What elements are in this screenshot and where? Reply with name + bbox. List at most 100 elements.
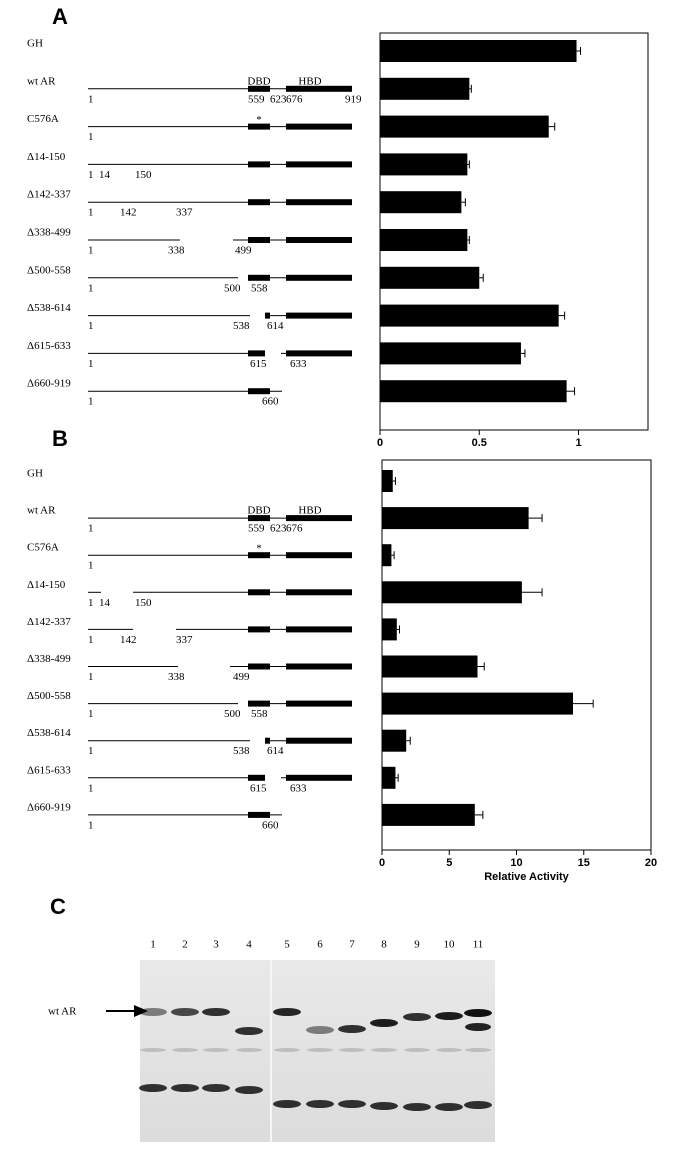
x-tick-label: 0: [377, 437, 383, 449]
residue-label: 14: [99, 597, 111, 609]
gel-band: [465, 1023, 491, 1031]
construct-label: Δ660-919: [27, 378, 71, 390]
construct-label: wt AR: [27, 75, 56, 87]
residue-label: 623: [270, 523, 287, 535]
residue-label: 660: [262, 819, 279, 831]
lane-label: 2: [182, 939, 188, 951]
bar: [380, 115, 549, 138]
construct-label: Δ14-150: [27, 151, 66, 163]
residue-label: 660: [262, 396, 279, 408]
gel-band-faint: [339, 1048, 365, 1052]
gel-band-faint: [436, 1048, 462, 1052]
domain-box: [286, 589, 352, 596]
construct-label: Δ142-337: [27, 616, 71, 628]
construct-label: C576A: [27, 542, 59, 554]
residue-label: 1: [88, 282, 94, 294]
residue-label: 150: [135, 169, 152, 181]
construct-label: C576A: [27, 113, 59, 125]
bar: [382, 470, 393, 492]
bar: [380, 153, 468, 176]
bar: [380, 380, 567, 403]
bar: [382, 544, 392, 567]
x-tick-label: 20: [645, 857, 657, 869]
domain-box: [286, 161, 352, 168]
x-tick-label: 0.5: [472, 437, 487, 449]
residue-label: 1: [88, 708, 94, 720]
domain-box: [286, 85, 352, 92]
domain-label: HBD: [298, 75, 321, 87]
gel-band: [171, 1008, 199, 1016]
residue-label: 558: [251, 708, 268, 720]
residue-label: 615: [250, 782, 267, 794]
domain-box: [286, 700, 352, 707]
residue-label: 1: [88, 169, 94, 181]
bar: [382, 655, 478, 678]
x-tick-label: 15: [578, 857, 590, 869]
construct-label: Δ660-919: [27, 801, 71, 813]
gel-band: [435, 1103, 463, 1111]
panel-label: C: [50, 894, 66, 919]
residue-label: 558: [251, 282, 268, 294]
x-tick-label: 0: [379, 857, 385, 869]
construct-label: Δ338-499: [27, 227, 71, 239]
gel-band-faint: [274, 1048, 300, 1052]
domain-box: [248, 663, 270, 670]
residue-label: 633: [290, 358, 307, 370]
gel-band: [370, 1019, 398, 1027]
residue-label: 1: [88, 745, 94, 757]
gel-band: [235, 1027, 263, 1035]
construct-label: Δ338-499: [27, 653, 71, 665]
domain-box: [286, 274, 352, 281]
domain-box: [248, 274, 270, 281]
domain-label: DBD: [247, 75, 270, 87]
residue-label: 14: [99, 169, 111, 181]
lane-label: 8: [381, 939, 387, 951]
gel-band-faint: [404, 1048, 430, 1052]
domain-box: [248, 515, 270, 522]
residue-label: 1: [88, 819, 94, 831]
domain-box: [286, 626, 352, 633]
bar: [382, 692, 573, 715]
lane-label: 5: [284, 939, 290, 951]
lane-label: 6: [317, 939, 323, 951]
residue-label: 538: [233, 745, 250, 757]
x-tick-label: 5: [446, 857, 452, 869]
construct-label: Δ538-614: [27, 727, 71, 739]
arrow-head: [134, 1005, 148, 1017]
gel-band: [139, 1084, 167, 1092]
domain-box: [248, 626, 270, 633]
bar: [380, 77, 470, 100]
gel-band: [235, 1086, 263, 1094]
bar: [380, 229, 468, 251]
residue-label: 337: [176, 634, 193, 646]
domain-box: [286, 237, 352, 243]
residue-label: 500: [224, 282, 241, 294]
gel-band-faint: [465, 1048, 491, 1052]
lane-label: 7: [349, 939, 355, 951]
x-tick-label: 10: [510, 857, 522, 869]
construct-label: Δ615-633: [27, 764, 71, 776]
residue-label: 614: [267, 320, 284, 332]
residue-label: 338: [168, 245, 185, 257]
construct-label: GH: [27, 468, 43, 480]
residue-label: 338: [168, 671, 185, 683]
bar: [380, 40, 577, 62]
bar: [382, 618, 397, 641]
residue-label: 499: [235, 245, 252, 257]
lane-label: 11: [473, 939, 484, 951]
gel-band: [139, 1008, 167, 1016]
residue-label: 676: [286, 523, 303, 535]
gel-band: [338, 1025, 366, 1033]
gel: [140, 960, 495, 1142]
residue-label: 1: [88, 523, 94, 535]
bar: [380, 304, 559, 327]
residue-label: 676: [286, 93, 303, 105]
gel-band: [403, 1013, 431, 1021]
lane-label: 10: [444, 939, 456, 951]
bar: [382, 581, 522, 604]
domain-box: [248, 161, 270, 168]
residue-label: 1: [88, 358, 94, 370]
construct-label: Δ142-337: [27, 189, 71, 201]
domain-label: DBD: [247, 505, 270, 517]
